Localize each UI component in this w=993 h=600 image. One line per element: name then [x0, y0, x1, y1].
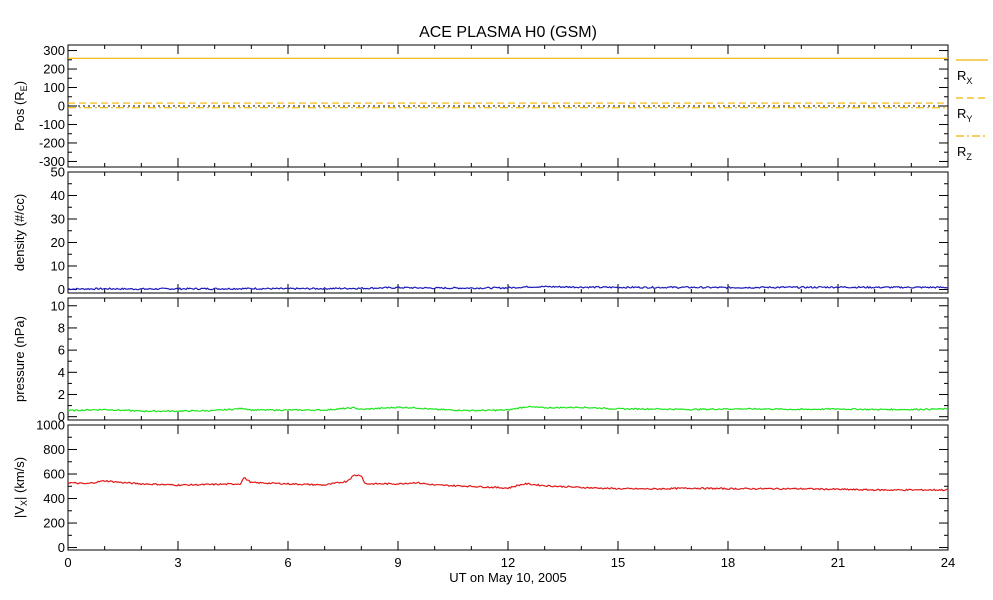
y-tick-label: 50 [51, 165, 65, 180]
series-pressure [67, 405, 949, 413]
series-vx [67, 474, 949, 492]
x-tick-label: 6 [284, 555, 291, 570]
panel-density: 0 10 20 30 40 50 density (#/cc) [12, 165, 949, 297]
legend-label-rx: RX [957, 68, 972, 86]
y-tick-label: 400 [43, 491, 65, 506]
y-tick-label: 20 [51, 235, 65, 250]
position-legend: RX RY RZ [956, 59, 988, 162]
y-tick-label: 200 [43, 62, 65, 77]
chart-title: ACE PLASMA H0 (GSM) [419, 24, 597, 41]
y-tick-label: -100 [39, 117, 65, 132]
legend-label-rz: RZ [957, 144, 972, 162]
y-tick-label: 0 [58, 282, 65, 297]
y-tick-label: 600 [43, 467, 65, 482]
y-tick-label: 300 [43, 43, 65, 58]
panel-vx: 0 200 400 600 800 1000 |VX| (km/s) [12, 418, 949, 555]
y-tick-label: 2 [58, 387, 65, 402]
x-axis-label: UT on May 10, 2005 [449, 570, 567, 585]
y-axis-label: pressure (nPa) [12, 316, 27, 402]
y-tick-label: 30 [51, 211, 65, 226]
x-tick-label: 24 [941, 555, 955, 570]
y-tick-label: 800 [43, 442, 65, 457]
x-tick-label: 0 [64, 555, 71, 570]
y-tick-label: 10 [51, 258, 65, 273]
y-tick-label: 0 [58, 409, 65, 424]
x-tick-label: 12 [501, 555, 515, 570]
series-density [67, 285, 949, 291]
x-tick-label: 9 [394, 555, 401, 570]
y-tick-label: 6 [58, 343, 65, 358]
y-tick-label: 4 [58, 365, 65, 380]
x-tick-label: 3 [174, 555, 181, 570]
y-tick-label: 40 [51, 188, 65, 203]
y-tick-label: 8 [58, 320, 65, 335]
y-tick-label: 0 [58, 540, 65, 555]
y-tick-label: 10 [51, 298, 65, 313]
panel-frame [67, 424, 949, 551]
panel-pos: -300 -200 -100 0 100 200 300 Pos (RE) [12, 43, 949, 169]
y-tick-label: 1000 [36, 418, 65, 433]
y-axis-label: density (#/cc) [12, 194, 27, 271]
y-tick-label: 100 [43, 80, 65, 95]
panel-frame [67, 297, 949, 421]
y-tick-label: -200 [39, 135, 65, 150]
x-axis: 0 3 6 9 12 15 18 21 24 [64, 555, 955, 570]
x-tick-label: 15 [611, 555, 625, 570]
y-tick-label: 200 [43, 516, 65, 531]
legend-label-ry: RY [957, 106, 972, 124]
panel-pressure: 0 2 4 6 8 10 pressure (nPa) [12, 297, 949, 424]
panel-frame [67, 171, 949, 294]
y-axis-label: Pos (RE) [12, 81, 29, 131]
y-axis-label: |VX| (km/s) [12, 457, 29, 518]
x-tick-label: 21 [831, 555, 845, 570]
x-tick-label: 18 [721, 555, 735, 570]
y-tick-label: -300 [39, 154, 65, 169]
y-tick-label: 0 [58, 99, 65, 114]
